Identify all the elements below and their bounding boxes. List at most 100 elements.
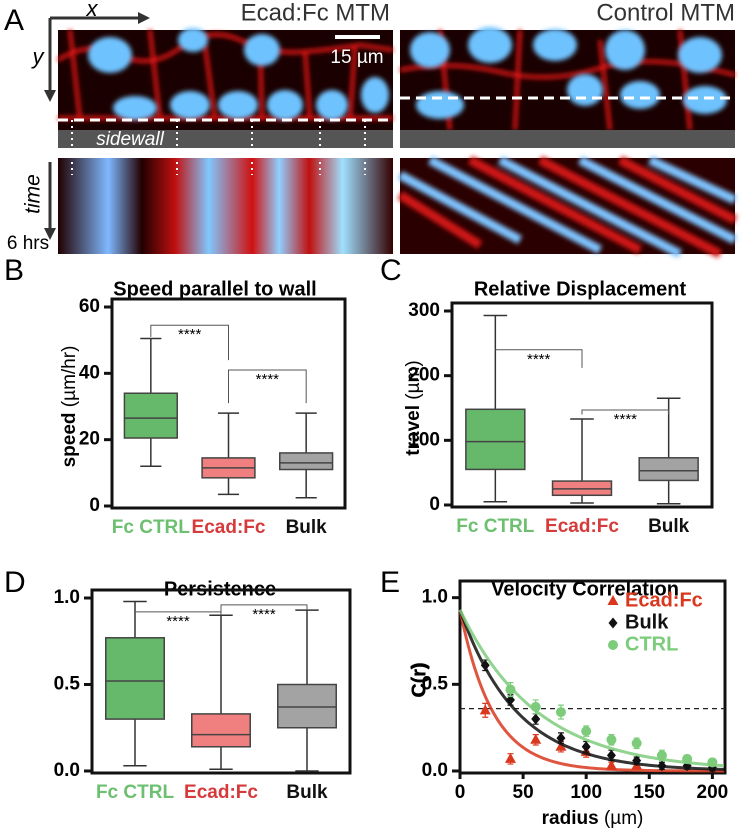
plot-frame — [458, 579, 727, 775]
significance-label: **** — [166, 613, 190, 630]
point — [556, 732, 566, 744]
x-tick-label: Bulk — [286, 782, 328, 803]
y-axis-label: travel (µm) — [403, 360, 424, 455]
x-tick-label: 50 — [513, 782, 534, 803]
fit-curve — [458, 609, 725, 773]
panel-a: A Ecad:Fc MTM Control MTM sidewall 15 µm — [4, 0, 738, 258]
significance-label: **** — [178, 326, 202, 343]
significance-bracket — [228, 369, 307, 404]
point — [606, 734, 617, 745]
image-title: Control MTM — [596, 0, 735, 26]
point — [505, 684, 516, 695]
point — [504, 752, 516, 763]
legend-marker — [608, 640, 618, 650]
sidewall — [58, 130, 393, 148]
point — [605, 759, 617, 770]
x-tick-label: 100 — [570, 782, 602, 803]
significance-label: **** — [527, 351, 551, 368]
point — [555, 740, 567, 751]
streaks — [397, 155, 738, 258]
scale-label: 15 µm — [330, 47, 383, 68]
x-tick-label: Fc CTRL — [112, 517, 191, 538]
image-title: Ecad:Fc MTM — [241, 0, 390, 26]
y-tick-label: 300 — [408, 300, 440, 321]
legend-label: Bulk — [625, 611, 669, 633]
point — [707, 757, 718, 768]
chart-title: Relative Displacement — [474, 278, 687, 300]
box — [638, 457, 699, 482]
point — [581, 741, 591, 753]
y-tick-label: 0 — [89, 495, 100, 516]
plot-frame — [450, 301, 714, 509]
point — [531, 713, 541, 725]
point — [656, 750, 667, 761]
point — [682, 753, 693, 764]
chart-title: Velocity Correlation — [491, 578, 679, 600]
legend-marker — [608, 617, 618, 629]
x-tick-label: Ecad:Fc — [545, 516, 619, 537]
y-axis-label: y — [31, 44, 46, 69]
nuclei — [88, 28, 389, 120]
box — [465, 408, 526, 471]
y-tick-label: 0 — [429, 494, 440, 515]
x-tick-label: Fc CTRL — [456, 516, 535, 537]
x-axis-title: radius — [542, 808, 599, 829]
duration-label: 6 hrs — [7, 233, 49, 254]
x-tick-label: Bulk — [648, 516, 690, 537]
legend-label: Ecad:Fc — [625, 589, 703, 611]
time-label: time — [22, 174, 45, 214]
box — [279, 452, 334, 471]
fit-curve — [458, 609, 725, 768]
significance-bracket — [581, 409, 670, 415]
box — [277, 683, 337, 729]
y-axis-title: travel — [403, 405, 424, 456]
y-tick-label: 100 — [408, 429, 440, 450]
x-tick-label: 200 — [697, 782, 729, 803]
box — [105, 637, 165, 720]
point — [606, 749, 616, 761]
y-tick-label: 1.0 — [422, 587, 448, 608]
chart-title: Speed parallel to wall — [113, 278, 316, 300]
y-tick-label: 0.5 — [54, 674, 81, 695]
x-tick-label: Bulk — [286, 517, 328, 538]
significance-bracket — [495, 349, 583, 368]
x-tick-label: Ecad:Fc — [192, 517, 266, 538]
y-tick-label: 20 — [79, 429, 100, 450]
point — [505, 694, 515, 706]
point — [555, 707, 566, 718]
y-tick-label: 0.0 — [422, 760, 448, 781]
significance-label: **** — [256, 371, 280, 388]
box — [191, 713, 251, 748]
panel-letter: D — [4, 566, 26, 599]
y-axis-unit: (µm) — [403, 360, 424, 399]
fit-curve — [458, 609, 725, 771]
y-tick-label: 40 — [79, 362, 100, 383]
y-axis-title: C(r) — [409, 663, 430, 697]
y-tick-label: 60 — [79, 296, 100, 317]
sidewall-label: sidewall — [96, 129, 164, 150]
kymograph — [58, 158, 393, 254]
y-axis-label: C(r) — [409, 663, 430, 697]
panel-letter: C — [380, 254, 402, 287]
y-tick-label: 1.0 — [54, 587, 80, 608]
plot-frame — [110, 297, 347, 510]
significance-bracket — [150, 324, 229, 361]
point — [632, 755, 642, 767]
y-tick-label: 0.5 — [422, 673, 449, 694]
point — [631, 738, 642, 749]
y-axis-label: speed (µm/hr) — [59, 346, 80, 468]
y-tick-label: 0.0 — [54, 760, 80, 781]
y-axis-title: speed — [59, 412, 80, 467]
panel-letter: B — [4, 254, 24, 287]
plot-frame — [90, 588, 352, 775]
point — [657, 760, 667, 772]
significance-bracket — [220, 604, 308, 616]
x-axis-label: x — [86, 0, 99, 21]
point — [530, 701, 541, 712]
charts: B Speed parallel to wall 0 20 40 60 speed (µm/… — [4, 254, 728, 829]
point — [480, 659, 490, 671]
sidewall — [400, 130, 735, 148]
x-tick-label: 0 — [455, 782, 466, 803]
x-tick-label: Fc CTRL — [96, 782, 175, 803]
box — [123, 392, 178, 439]
